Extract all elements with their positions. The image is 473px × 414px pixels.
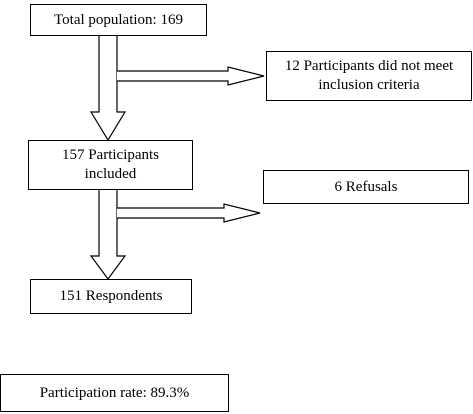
participation-rate-label: Participation rate: 89.3% [39,384,190,401]
total-population-box: Total population: 169 [30,4,207,36]
participation-rate-box: Participation rate: 89.3% [0,374,229,412]
refusals-label: 6 Refusals [334,178,398,195]
total-population-label: Total population: 169 [54,11,183,28]
respondents-box: 151 Respondents [30,279,192,314]
refusals-box: 6 Refusals [263,170,469,204]
excluded-participants-label: 12 Participants did not meet inclusion c… [284,58,454,93]
arrow-branch-to-refusals [117,203,261,223]
excluded-participants-box: 12 Participants did not meet inclusion c… [266,51,472,101]
arrow-total-to-included [89,36,127,142]
respondents-label: 151 Respondents [59,288,163,304]
included-participants-label: 157 Participants included [61,147,160,182]
arrow-included-to-respondents [89,190,127,281]
included-participants-box: 157 Participants included [28,140,193,190]
arrow-branch-to-excluded [117,66,265,86]
